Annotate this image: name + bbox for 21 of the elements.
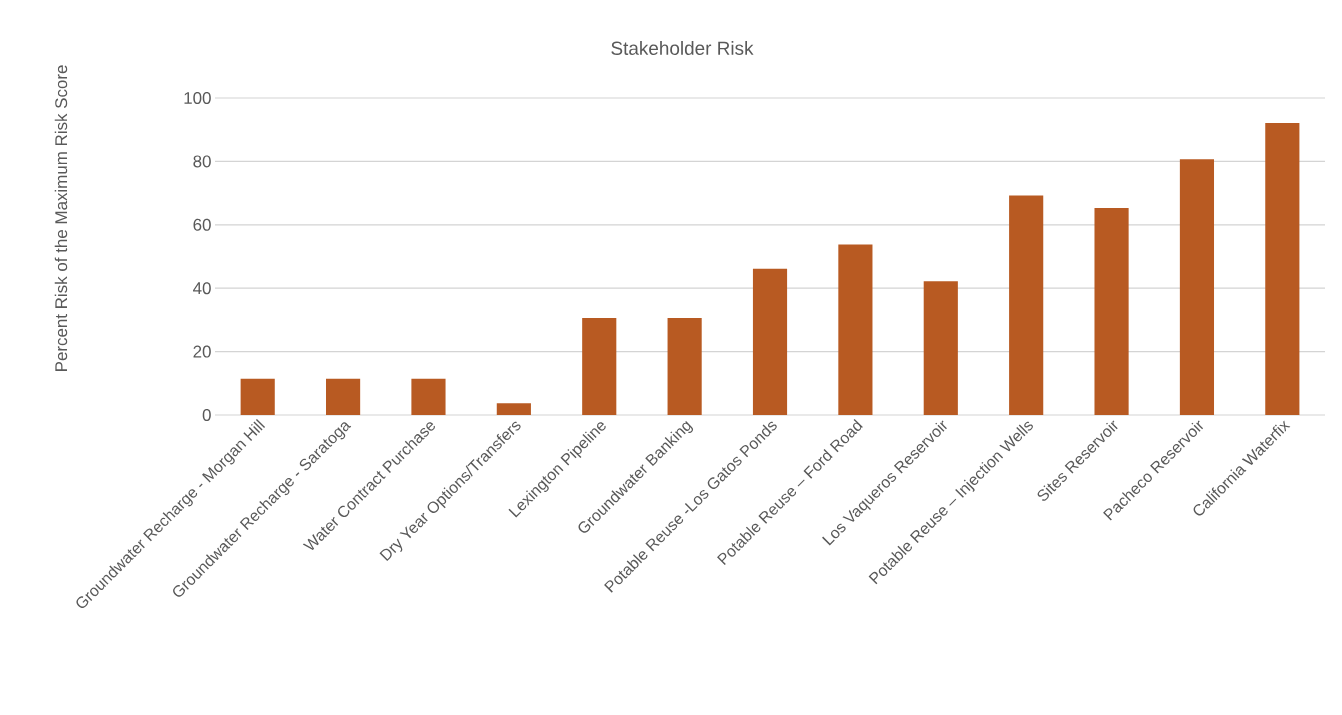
- bar: [838, 244, 873, 415]
- y-tick-label: 60: [193, 218, 211, 231]
- chart-title: Stakeholder Risk: [611, 41, 754, 55]
- y-tick-label: 0: [202, 409, 211, 421]
- y-axis-title: Percent Risk of the Maximum Risk Score: [54, 65, 68, 371]
- y-tick-label: 100: [184, 91, 211, 104]
- bar: [667, 317, 702, 415]
- bar: [1009, 195, 1044, 415]
- bar: [1179, 159, 1215, 415]
- bar: [1265, 123, 1300, 415]
- y-tick-label: 20: [193, 345, 211, 358]
- bar: [923, 281, 958, 415]
- bar: [752, 268, 788, 415]
- bar: [411, 378, 446, 415]
- bar: [582, 317, 617, 415]
- bar: [326, 378, 361, 415]
- bar: [1094, 207, 1129, 415]
- y-tick-label: 40: [193, 282, 211, 295]
- bar: [496, 403, 531, 415]
- y-tick-label: 80: [193, 155, 211, 168]
- bar: [240, 378, 275, 415]
